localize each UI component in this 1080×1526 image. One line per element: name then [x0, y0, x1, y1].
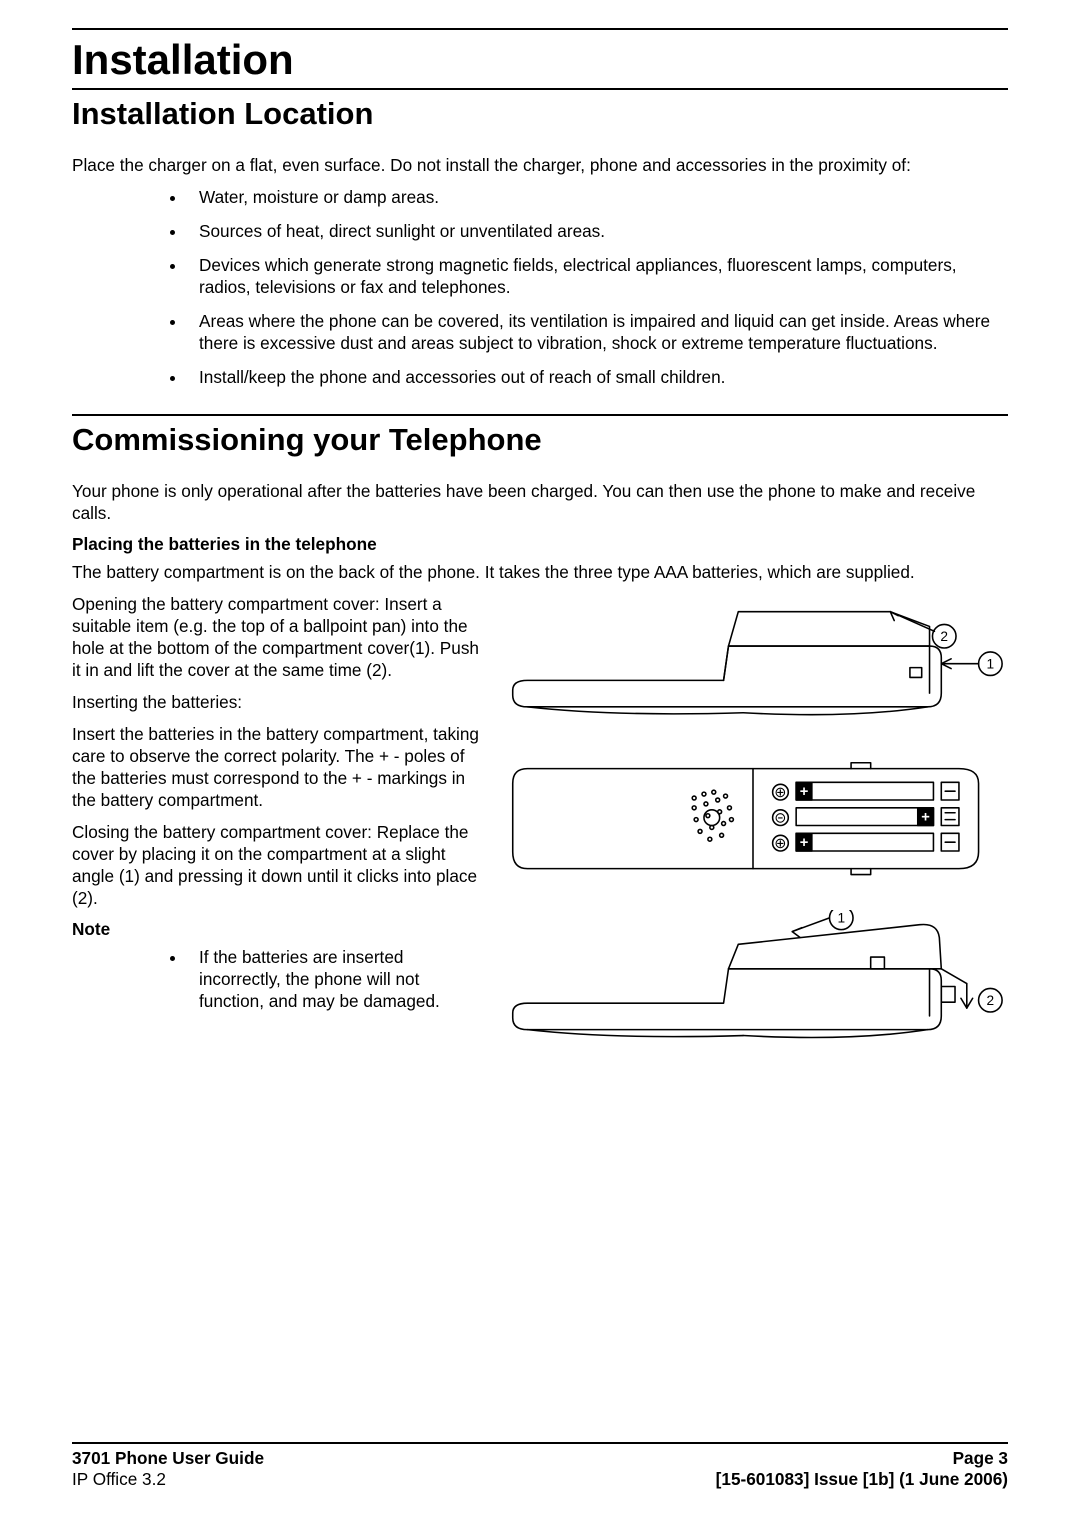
plus-icon: + — [921, 809, 930, 825]
left-column: Opening the battery compartment cover: I… — [72, 593, 480, 1047]
figure-insert-batteries: ⊕ ⊝ ⊕ + + + — [498, 749, 1008, 886]
subheading-batteries: Placing the batteries in the telephone — [72, 534, 1008, 555]
svg-text:⊝: ⊝ — [774, 810, 786, 826]
list-item: Sources of heat, direct sunlight or unve… — [187, 220, 1008, 242]
location-bullet-list: Water, moisture or damp areas. Sources o… — [72, 186, 1008, 388]
section-heading-location: Installation Location — [72, 96, 1008, 132]
section-divider — [72, 414, 1008, 416]
list-item: Areas where the phone can be covered, it… — [187, 310, 1008, 354]
figure-open-cover: 2 1 — [498, 597, 1008, 725]
list-item: Install/keep the phone and accessories o… — [187, 366, 1008, 388]
callout-label-2: 2 — [940, 629, 948, 644]
footer-rule — [72, 1442, 1008, 1444]
battery-intro: The battery compartment is on the back o… — [72, 561, 1008, 583]
plus-icon: + — [800, 835, 809, 851]
callout-label-1: 1 — [837, 911, 845, 926]
svg-text:⊕: ⊕ — [774, 785, 786, 801]
left-para: Opening the battery compartment cover: I… — [72, 593, 480, 681]
plus-icon: + — [800, 784, 809, 800]
figure-close-cover: 1 2 — [498, 910, 1008, 1047]
left-para: Closing the battery compartment cover: R… — [72, 821, 480, 909]
callout-label-1: 1 — [987, 657, 995, 672]
footer-left-bottom: IP Office 3.2 — [72, 1469, 166, 1490]
right-column: 2 1 — [498, 593, 1008, 1047]
left-para: Inserting the batteries: — [72, 691, 480, 713]
list-item: Devices which generate strong magnetic f… — [187, 254, 1008, 298]
left-para: Insert the batteries in the battery comp… — [72, 723, 480, 811]
footer-right-bottom: [15-601083] Issue [1b] (1 June 2006) — [716, 1469, 1008, 1490]
page-title: Installation — [72, 36, 1008, 84]
page: Installation Installation Location Place… — [0, 0, 1080, 1526]
footer-left-top: 3701 Phone User Guide — [72, 1448, 264, 1469]
intro-paragraph: Place the charger on a flat, even surfac… — [72, 154, 1008, 176]
page-footer: 3701 Phone User Guide Page 3 IP Office 3… — [72, 1442, 1008, 1490]
callout-label-2: 2 — [987, 993, 995, 1008]
footer-right-top: Page 3 — [953, 1448, 1008, 1469]
list-item: Water, moisture or damp areas. — [187, 186, 1008, 208]
section-heading-commissioning: Commissioning your Telephone — [72, 422, 1008, 458]
note-label: Note — [72, 919, 480, 940]
commissioning-intro: Your phone is only operational after the… — [72, 480, 1008, 524]
two-column-region: Opening the battery compartment cover: I… — [72, 593, 1008, 1047]
note-bullet-list: If the batteries are inserted incorrectl… — [72, 946, 480, 1012]
svg-text:⊕: ⊕ — [774, 836, 786, 852]
top-rule — [72, 28, 1008, 30]
list-item: If the batteries are inserted incorrectl… — [187, 946, 480, 1012]
title-rule — [72, 88, 1008, 90]
